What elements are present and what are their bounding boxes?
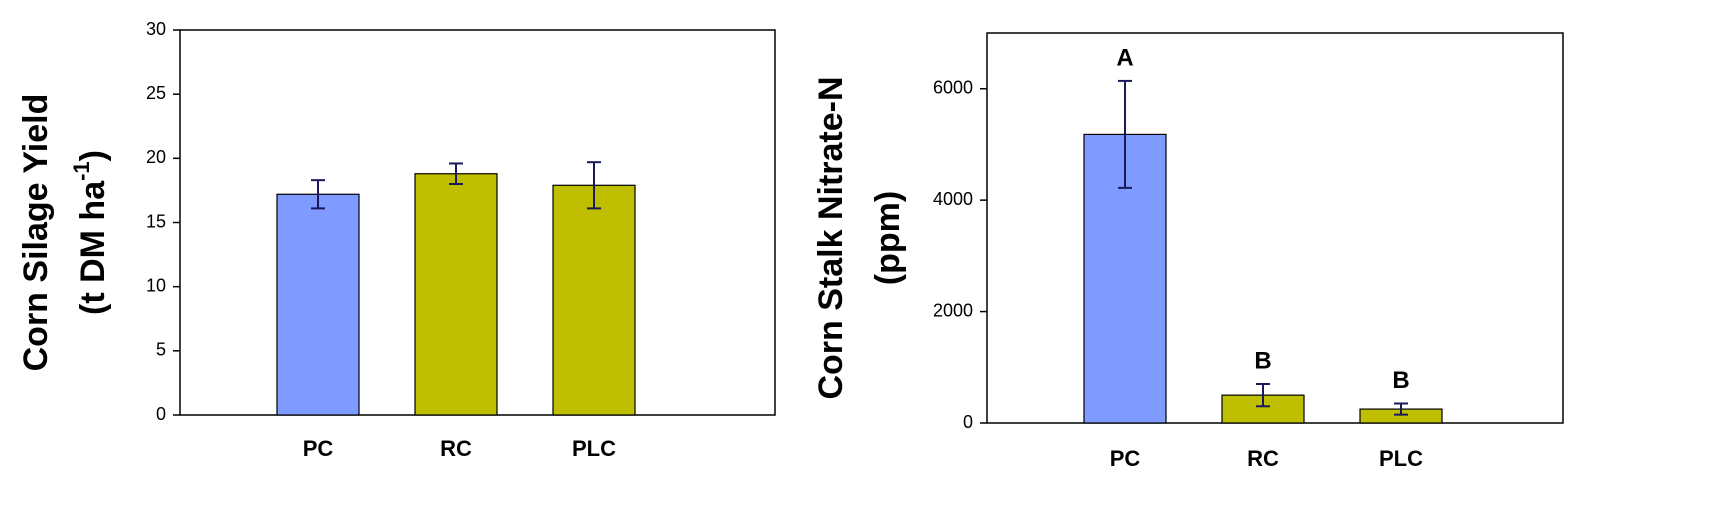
annotation: A <box>1116 44 1133 71</box>
unit-close: ) <box>74 150 112 161</box>
y-axis-label: Corn Stalk Nitrate-N <box>812 76 850 399</box>
x-tick-label: PC <box>1110 446 1141 471</box>
annotation: B <box>1254 347 1271 374</box>
bar <box>276 193 360 416</box>
y-tick-label: 5 <box>156 340 166 360</box>
error-bar <box>587 161 601 210</box>
bar <box>552 184 636 416</box>
y-tick-label: 25 <box>146 83 166 103</box>
y-tick-label: 0 <box>156 404 166 424</box>
annotation: B <box>1392 367 1409 394</box>
error-bar <box>1256 383 1270 408</box>
error-bar <box>449 162 463 185</box>
y-tick-label: 0 <box>963 412 973 432</box>
plot-frame <box>986 32 1564 424</box>
y-tick-label: 15 <box>146 211 166 231</box>
bar <box>414 173 498 416</box>
y-tick-label: 2000 <box>933 300 973 320</box>
unit-sup: -1 <box>69 161 94 181</box>
x-tick-label: RC <box>440 436 472 461</box>
y-tick-label: 4000 <box>933 189 973 209</box>
x-tick-label: PC <box>303 436 334 461</box>
y-axis-unit: (t DM ha-1) <box>69 150 112 315</box>
y-tick-label: 10 <box>146 275 166 295</box>
error-bar <box>1394 402 1408 416</box>
unit-text: (t DM ha <box>74 180 112 315</box>
error-bar <box>1118 79 1132 189</box>
error-bar <box>311 179 325 210</box>
y-axis-label: Corn Silage Yield <box>17 94 55 372</box>
y-tick-label: 20 <box>146 147 166 167</box>
x-tick-label: PLC <box>1379 446 1423 471</box>
x-tick-label: PLC <box>572 436 616 461</box>
y-tick-label: 6000 <box>933 77 973 97</box>
unit-text: (ppm) <box>869 191 907 285</box>
x-tick-label: RC <box>1247 446 1279 471</box>
y-tick-label: 30 <box>146 19 166 39</box>
y-axis-unit: (ppm) <box>869 191 907 285</box>
